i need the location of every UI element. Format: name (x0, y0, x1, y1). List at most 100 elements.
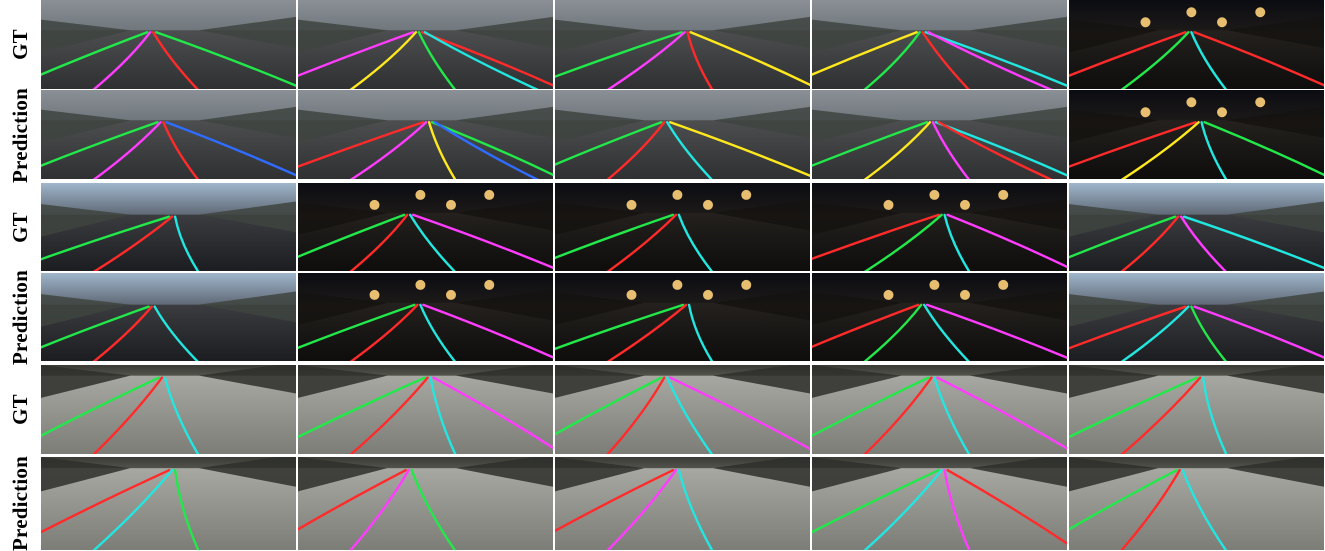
lane-line-green (1069, 376, 1199, 439)
lane-line-green (863, 303, 923, 361)
lane-line-cyan (924, 31, 1067, 87)
lane-line-magenta (606, 31, 686, 89)
roadside-scenery (41, 291, 296, 327)
roadside-scenery (812, 289, 1067, 325)
lane-result-image (1069, 365, 1324, 454)
street-light (960, 199, 970, 210)
lane-line-red (686, 31, 714, 89)
roadside-scenery (1069, 291, 1324, 327)
lane-line-green (555, 303, 685, 351)
row-label: Prediction (0, 87, 40, 183)
lane-line-cyan (423, 31, 539, 89)
street-light (369, 199, 380, 210)
lane-result-image (298, 90, 553, 179)
lane-line-red (1069, 121, 1197, 168)
lane-line-green (41, 31, 149, 76)
lane-line-magenta (931, 121, 971, 179)
lane-line-magenta (926, 303, 1067, 360)
roadside-scenery (41, 16, 296, 53)
lane-line-cyan (1120, 305, 1190, 361)
roadside-scenery (1069, 16, 1324, 53)
lane-line-cyan (163, 376, 200, 454)
lane-line-blue (165, 121, 296, 177)
lane-line-red (863, 376, 933, 454)
lane-line-red (1069, 31, 1187, 77)
roadside-scenery (555, 199, 810, 235)
roadside-scenery (555, 365, 810, 398)
lane-line-red (606, 303, 688, 361)
lane-line-green (298, 213, 406, 259)
road-region (298, 468, 553, 550)
lane-result-image (298, 273, 553, 361)
lane-line-red (298, 121, 425, 168)
lane-result-image (1069, 0, 1324, 89)
roadside-scenery (41, 201, 296, 237)
lane-result-image (41, 365, 296, 454)
street-light (741, 279, 752, 290)
row-label: GT (0, 183, 40, 271)
row-label-text: Prediction (7, 87, 32, 183)
lane-result-image (555, 273, 810, 361)
roadside-scenery (812, 365, 1067, 398)
lane-line-magenta (946, 213, 1067, 269)
roadside-scenery (41, 365, 296, 398)
street-light (415, 189, 426, 200)
roadside-scenery (298, 365, 553, 398)
lane-line-magenta (936, 376, 1067, 450)
lane-line-cyan (1201, 376, 1228, 454)
roadside-scenery (1069, 457, 1324, 492)
street-light (1217, 17, 1227, 28)
row-label-text: GT (7, 29, 32, 60)
lane-result-image (1069, 457, 1324, 550)
lane-line-green (173, 468, 200, 550)
lane-line-red (349, 213, 409, 271)
roadside-scenery (298, 199, 553, 235)
lane-line-cyan (666, 376, 714, 454)
lane-line-red (921, 31, 970, 89)
lane-line-magenta (1193, 305, 1324, 359)
lane-result-image (298, 183, 553, 271)
street-light (626, 289, 637, 300)
roadside-scenery (812, 457, 1067, 492)
lane-line-green (155, 31, 296, 87)
lane-line-green (812, 468, 940, 534)
roadside-scenery (555, 16, 810, 53)
lane-line-red (555, 468, 675, 533)
roadside-scenery (298, 289, 553, 325)
row-label: Prediction (0, 456, 40, 551)
street-light (929, 279, 940, 290)
street-light (998, 279, 1009, 290)
lane-result-image (41, 183, 296, 271)
lane-line-cyan (409, 213, 456, 271)
lane-line-red (606, 376, 666, 454)
lane-result-image (1069, 183, 1324, 271)
lane-line-red (298, 468, 407, 531)
lane-line-cyan (1200, 121, 1228, 179)
lane-line-magenta (1180, 215, 1227, 271)
road-region (298, 375, 553, 454)
street-light (1255, 97, 1266, 108)
lane-line-red (92, 215, 174, 271)
lane-result-image (555, 457, 810, 550)
lane-line-red (812, 213, 940, 261)
street-light (883, 289, 894, 300)
lane-result-image (555, 90, 810, 179)
street-light (998, 189, 1009, 200)
lane-line-cyan (677, 468, 714, 550)
lane-line-green (555, 31, 683, 78)
street-light (672, 279, 683, 290)
lane-line-yellow (812, 31, 918, 76)
street-light (446, 199, 456, 210)
lane-line-cyan (934, 121, 1067, 177)
lane-line-green (863, 31, 921, 89)
row-label: GT (0, 365, 40, 454)
roadside-scenery (555, 457, 810, 492)
lane-line-green (1069, 468, 1178, 531)
lane-result-image (812, 457, 1067, 550)
lane-line-red (349, 376, 429, 454)
lane-line-green (410, 468, 457, 550)
lane-line-red (606, 213, 678, 271)
lane-line-cyan (666, 121, 713, 179)
roadside-scenery (1069, 201, 1324, 237)
lane-line-cyan (933, 376, 971, 454)
